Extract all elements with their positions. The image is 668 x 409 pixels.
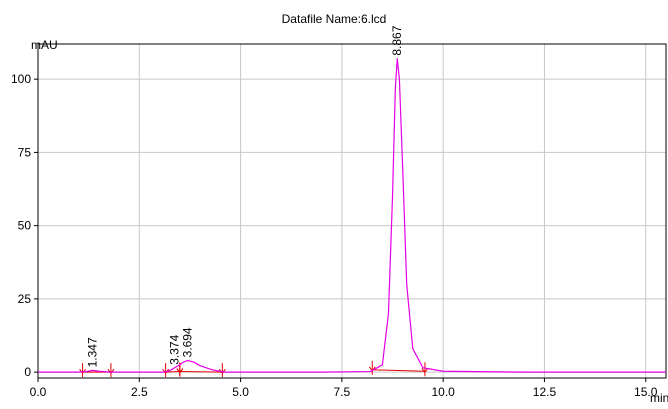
baseline-segment	[165, 371, 180, 373]
x-tick-label: 0.0	[30, 385, 47, 399]
peak-label: 3.374	[168, 334, 182, 364]
y-axis-unit-label: mAU	[31, 38, 58, 52]
peak-label: 3.694	[181, 327, 195, 357]
x-tick-label: 10.0	[431, 385, 455, 399]
peak-label: 8.867	[390, 25, 404, 55]
x-tick-label: 15.0	[634, 385, 658, 399]
x-tick-label: 7.5	[334, 385, 351, 399]
chart-title: Datafile Name:6.lcd	[282, 12, 387, 26]
grid	[38, 44, 666, 378]
peak-label: 1.347	[86, 337, 100, 367]
x-tick-label: 5.0	[232, 385, 249, 399]
integration-marker	[421, 362, 429, 377]
y-tick-label: 50	[18, 219, 32, 233]
x-axis-ticks: 0.0 2.5 5.0 7.5 10.0 12.5 15.0	[30, 378, 658, 399]
x-tick-label: 2.5	[131, 385, 148, 399]
baseline-segment	[372, 369, 425, 372]
plot-frame	[37, 43, 667, 379]
baseline-segment	[179, 371, 223, 373]
axes	[37, 43, 667, 379]
y-tick-label: 100	[11, 72, 31, 86]
y-axis-ticks: 0 25 50 75 100	[11, 72, 38, 379]
integration-marker	[107, 363, 115, 378]
integration-marker	[162, 363, 170, 378]
signal-trace	[38, 58, 666, 373]
integration-marker	[368, 360, 376, 375]
integration-baselines	[79, 360, 429, 378]
x-axis-unit-label: min	[650, 391, 668, 405]
y-tick-label: 25	[18, 292, 32, 306]
integration-marker	[218, 363, 226, 378]
y-tick-label: 75	[18, 145, 32, 159]
x-tick-label: 12.5	[533, 385, 557, 399]
integration-marker	[79, 363, 86, 378]
series-group	[38, 58, 666, 373]
y-tick-label: 0	[24, 365, 31, 379]
